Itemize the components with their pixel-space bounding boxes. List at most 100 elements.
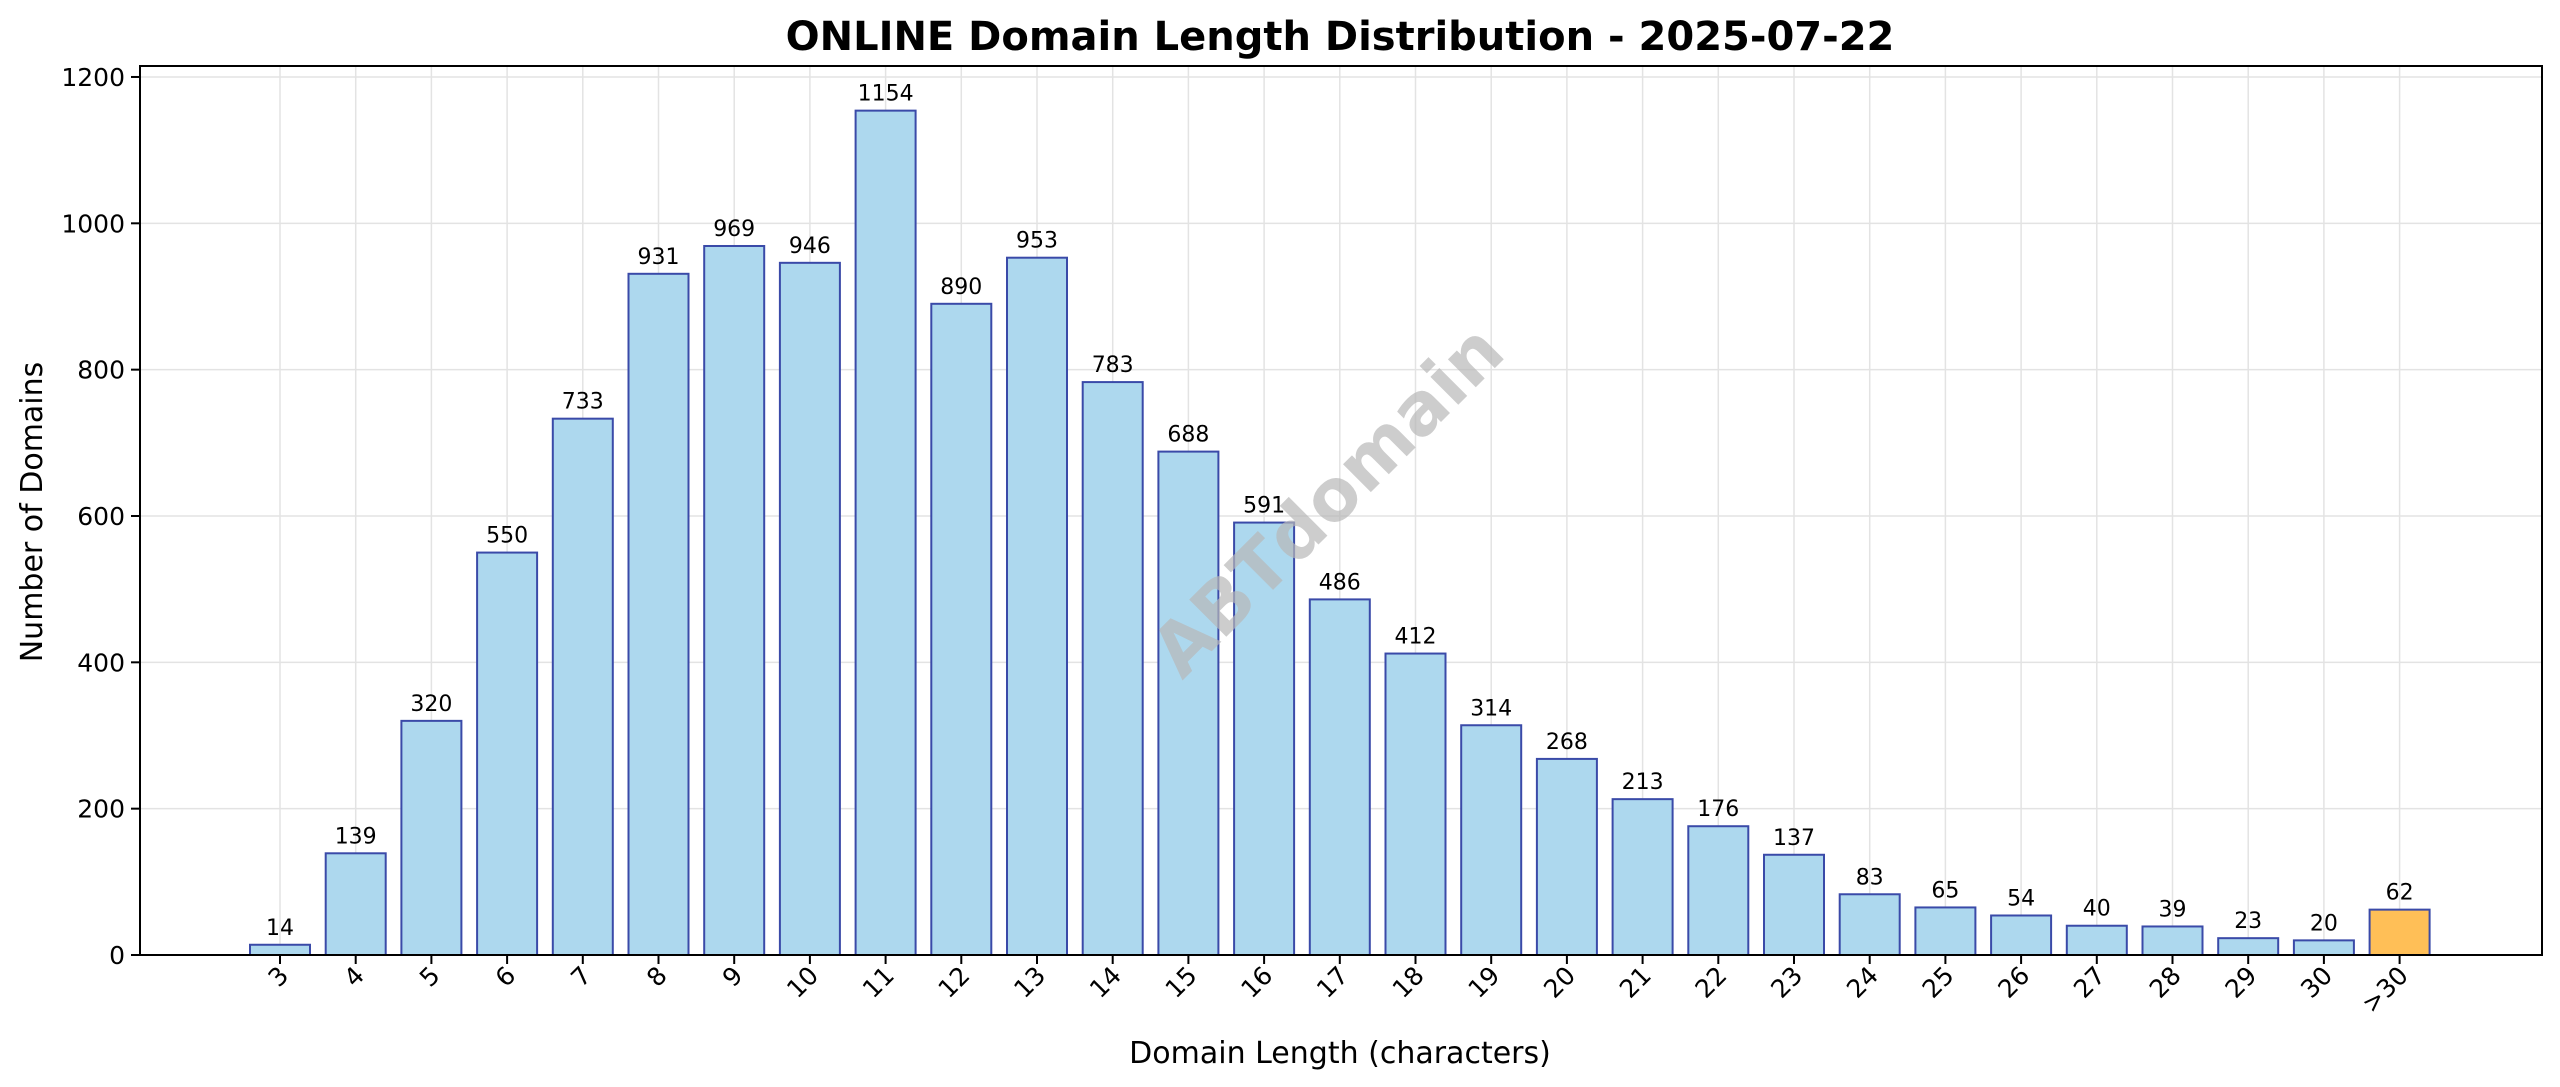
bar-4 [324,852,387,956]
x-tick-label: 6 [490,961,522,993]
data-label: 54 [2007,886,2035,911]
data-label: 733 [562,390,604,415]
bar-17 [1308,598,1371,957]
x-tick-label: 7 [565,961,597,993]
bar-30 [2292,939,2355,957]
x-tick-label: 30 [2295,961,2338,1004]
data-label: 946 [789,234,831,259]
x-tick-label: 16 [1235,961,1278,1004]
x-tick-label: 9 [717,961,749,993]
data-label: 23 [2234,909,2262,934]
data-label: 139 [335,824,377,849]
x-tick-label: 27 [2068,961,2111,1004]
bar-12 [930,302,993,956]
bar-13 [1006,256,1068,956]
x-tick-label: 26 [1992,961,2035,1004]
y-axis-label: Number of Domains [15,362,50,663]
bar-14 [1081,381,1144,957]
data-label: 412 [1395,625,1437,650]
x-tick-label: 5 [414,961,446,993]
x-tick-label: 20 [1538,961,1581,1004]
data-label: 931 [638,245,680,270]
data-label: 20 [2310,911,2338,936]
bar-26 [1990,914,2053,957]
bar-19 [1460,724,1523,956]
x-tick-label: 21 [1614,961,1657,1004]
y-tick-label: 200 [77,795,125,824]
x-tick-label: 24 [1841,961,1884,1004]
data-label: 314 [1470,696,1512,721]
bars [249,109,2431,957]
bar-18 [1384,652,1447,956]
x-tick-label: 12 [933,961,976,1004]
y-tick-label: 800 [77,356,125,385]
bar-10 [778,261,841,957]
data-label: 1154 [858,82,914,107]
data-label: 688 [1167,423,1209,448]
data-label: 137 [1773,826,1815,851]
bar-6 [476,551,539,956]
data-label: 550 [486,524,528,549]
data-label: 591 [1243,494,1285,519]
bar->30 [2368,908,2431,956]
y-tick-label: 0 [109,941,125,970]
x-axis-label: Domain Length (characters) [1129,1036,1551,1071]
bar-29 [2217,937,2280,957]
x-tick-label: 11 [857,961,900,1004]
chart-title: ONLINE Domain Length Distribution - 2025… [786,14,1895,60]
bar-3 [249,943,311,957]
data-labels: 14 139 320 550 733 931 969 946 1154 890 953 783 688 5… [266,82,2414,941]
x-tick-label: 25 [1917,961,1960,1004]
data-label: 953 [1016,229,1058,254]
data-label: 486 [1319,570,1361,595]
data-label: 890 [940,275,982,300]
bar-20 [1535,757,1598,957]
x-tick-label: 18 [1387,961,1430,1004]
x-tick-label: 19 [1462,961,1505,1004]
data-label: 14 [266,916,294,941]
x-tick-label: 8 [641,961,673,993]
bar-8 [627,272,690,956]
y-tick-label: 400 [77,648,125,677]
data-label: 268 [1546,730,1588,755]
bar-25 [1914,906,1977,956]
plot-frame [139,65,2543,956]
bar-7 [551,417,614,956]
x-tick-label: >30 [2356,961,2414,1019]
x-tick-label: 22 [1690,961,1733,1004]
data-label: 65 [1931,878,1959,903]
data-label: 39 [2159,897,2187,922]
x-axis-ticks: 3 4 5 6 7 8 9 10 11 12 13 14 15 16 17 18 19 20 21 22 23 24 25 2… [262,955,2414,1019]
bar-15 [1157,450,1220,956]
bar-9 [703,244,766,956]
x-tick-label: 10 [781,961,824,1004]
bar-11 [854,109,917,956]
y-axis-ticks: 0 200 400 600 800 1000 1200 [61,63,140,970]
data-label: 783 [1092,353,1134,378]
bar-24 [1838,893,1901,956]
data-label: 40 [2083,897,2111,922]
bar-22 [1687,825,1750,956]
y-tick-label: 1200 [61,63,125,92]
y-tick-label: 600 [77,502,125,531]
bar-23 [1763,853,1825,956]
x-tick-label: 28 [2144,961,2187,1004]
x-tick-label: 29 [2219,961,2262,1004]
bar-5 [400,719,463,957]
data-label: 176 [1697,797,1739,822]
y-tick-label: 1000 [61,209,125,238]
data-label: 320 [410,692,452,717]
data-label: 83 [1856,865,1884,890]
bar-28 [2141,925,2204,956]
data-label: 62 [2386,881,2414,906]
x-tick-label: 13 [1008,961,1051,1004]
x-tick-label: 3 [262,961,294,993]
x-tick-label: 17 [1311,961,1354,1004]
x-tick-label: 15 [1160,961,1203,1004]
x-tick-label: 4 [338,961,370,993]
data-label: 213 [1622,770,1664,795]
bar-21 [1611,798,1674,957]
bar-16 [1233,521,1296,956]
x-tick-label: 14 [1084,961,1127,1004]
